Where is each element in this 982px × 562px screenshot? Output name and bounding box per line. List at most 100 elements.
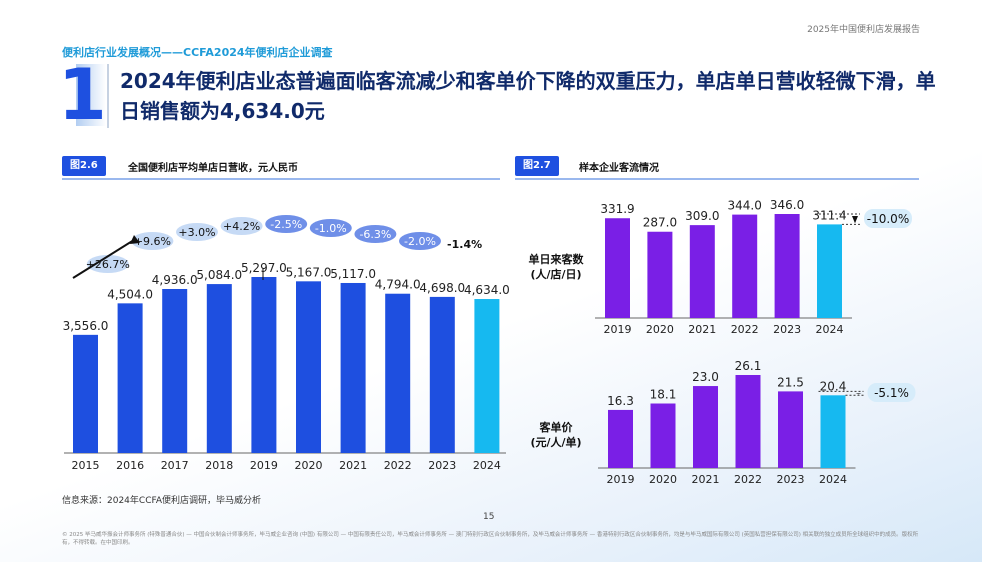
revenue-value-label: 4,504.0 — [107, 287, 153, 301]
figure-2-7-header: 图2.7 样本企业客流情况 — [515, 156, 919, 180]
revenue-year-label: 2023 — [428, 459, 456, 472]
visitors-year-label: 2021 — [688, 323, 716, 336]
figure-2-7-tag: 图2.7 — [515, 156, 559, 176]
visitors-bar — [817, 224, 842, 318]
growth-arrow-head — [130, 235, 140, 244]
visitors-value-label: 331.9 — [600, 202, 634, 216]
revenue-year-label: 2022 — [384, 459, 412, 472]
growth-label: +3.0% — [178, 226, 215, 239]
visitors-value-label: 311.4 — [812, 208, 846, 222]
revenue-bar — [206, 284, 232, 453]
visitors-value-label: 346.0 — [770, 198, 804, 212]
visitors-value-label: 309.0 — [685, 209, 719, 223]
visitors-down-arrow — [852, 216, 858, 224]
growth-label: -6.3% — [359, 228, 391, 241]
revenue-bar — [296, 281, 321, 453]
growth-bubble — [220, 217, 263, 235]
visitors-bar — [605, 218, 630, 318]
revenue-value-label: 4,698.0 — [419, 281, 465, 295]
revenue-value-label: 3,556.0 — [63, 319, 109, 333]
ticket-year-label: 2020 — [649, 473, 677, 486]
ticket-row-label-line1: 客单价 — [539, 421, 573, 434]
revenue-year-label: 2017 — [161, 459, 189, 472]
growth-label: -1.0% — [315, 222, 347, 235]
ticket-down-arrow — [855, 393, 862, 395]
revenue-value-label: 5,117.0 — [330, 267, 376, 281]
revenue-year-label: 2018 — [205, 459, 233, 472]
ticket-year-label: 2024 — [819, 473, 847, 486]
growth-label: -2.0% — [404, 235, 436, 248]
visitors-bar — [689, 225, 715, 318]
growth-label: +9.6% — [134, 235, 171, 248]
ticket-value-label: 20.4 — [820, 379, 847, 393]
visitors-year-label: 2020 — [646, 323, 674, 336]
growth-bubble — [86, 255, 129, 273]
visitors-bar — [774, 214, 800, 318]
visitors-year-label: 2022 — [731, 323, 759, 336]
ticket-bar — [778, 391, 803, 468]
revenue-year-label: 2021 — [339, 459, 367, 472]
growth-bubble — [399, 232, 441, 250]
revenue-bar — [251, 277, 277, 453]
ticket-value-label: 21.5 — [777, 375, 804, 389]
revenue-bar — [73, 334, 98, 453]
page-number: 15 — [483, 512, 495, 522]
ticket-change-label: -5.1% — [874, 386, 909, 400]
figure-2-6-title: 全国便利店平均单店日营收，元人民币 — [128, 163, 298, 174]
visitors-row-label-line2: (人/店/日) — [530, 268, 582, 281]
growth-bubble — [265, 215, 308, 233]
ticket-row-label-line2: (元/人/单) — [530, 436, 582, 449]
visitors-change-bubble — [864, 209, 912, 228]
revenue-value-label: 5,167.0 — [286, 265, 332, 279]
visitors-value-label: 344.0 — [728, 199, 762, 213]
growth-label: +26.7% — [86, 258, 130, 271]
ticket-year-label: 2023 — [777, 473, 805, 486]
footer-disclaimer: © 2025 毕马威华振会计师事务所 (特殊普通合伙) — 中国合伙制会计师事务… — [62, 532, 919, 546]
revenue-year-label: 2019 — [250, 459, 278, 472]
revenue-bar — [474, 299, 500, 453]
figure-2-6-header: 图2.6 全国便利店平均单店日营收，元人民币 — [62, 156, 500, 180]
revenue-year-label: 2020 — [295, 459, 323, 472]
ticket-bar — [820, 395, 846, 468]
growth-label: +4.2% — [223, 220, 260, 233]
visitors-row-label: 单日来客数 (人/店/日) — [520, 252, 592, 282]
ticket-value-label: 16.3 — [607, 394, 634, 408]
section-number: 1 — [58, 54, 107, 136]
revenue-value-label: 5,084.0 — [196, 268, 242, 282]
revenue-bar — [429, 296, 455, 453]
revenue-year-label: 2016 — [116, 459, 144, 472]
ticket-change-bubble — [867, 383, 916, 402]
growth-bubble — [131, 232, 174, 250]
ticket-year-label: 2021 — [692, 473, 720, 486]
page-title: 2024年便利店业态普遍面临客流减少和客单价下降的双重压力，单店单日营收轻微下滑… — [120, 69, 936, 123]
figure-2-6-tag: 图2.6 — [62, 156, 106, 176]
section-kicker: 便利店行业发展概况——CCFA2024年便利店企业调查 — [62, 46, 333, 59]
visitors-year-label: 2024 — [816, 323, 844, 336]
growth-bubble — [354, 225, 397, 243]
visitors-change-label: -10.0% — [867, 212, 909, 226]
source-note: 信息来源：2024年CCFA便利店调研，毕马威分析 — [62, 496, 261, 506]
title-divider — [107, 64, 109, 128]
visitors-value-label: 287.0 — [643, 216, 677, 230]
revenue-year-label: 2024 — [473, 459, 501, 472]
revenue-year-label: 2015 — [72, 459, 100, 472]
growth-bubble — [309, 219, 352, 237]
ticket-value-label: 26.1 — [735, 359, 762, 373]
growth-bubble — [176, 223, 218, 241]
revenue-value-label: 5,297.0 — [241, 261, 287, 275]
revenue-bar — [385, 293, 411, 453]
visitors-year-label: 2023 — [773, 323, 801, 336]
revenue-value-label: 4,634.0 — [464, 283, 510, 297]
visitors-row-label-line1: 单日来客数 — [528, 253, 584, 266]
ticket-bar — [735, 375, 761, 468]
growth-arrow-line — [72, 239, 135, 279]
ticket-year-label: 2019 — [607, 473, 635, 486]
ticket-bar — [650, 403, 676, 468]
visitors-bar — [647, 231, 673, 318]
ticket-bar — [608, 409, 633, 468]
ticket-value-label: 23.0 — [692, 370, 719, 384]
visitors-year-label: 2019 — [604, 323, 632, 336]
revenue-bar — [340, 282, 366, 453]
visitors-bar — [732, 214, 758, 318]
